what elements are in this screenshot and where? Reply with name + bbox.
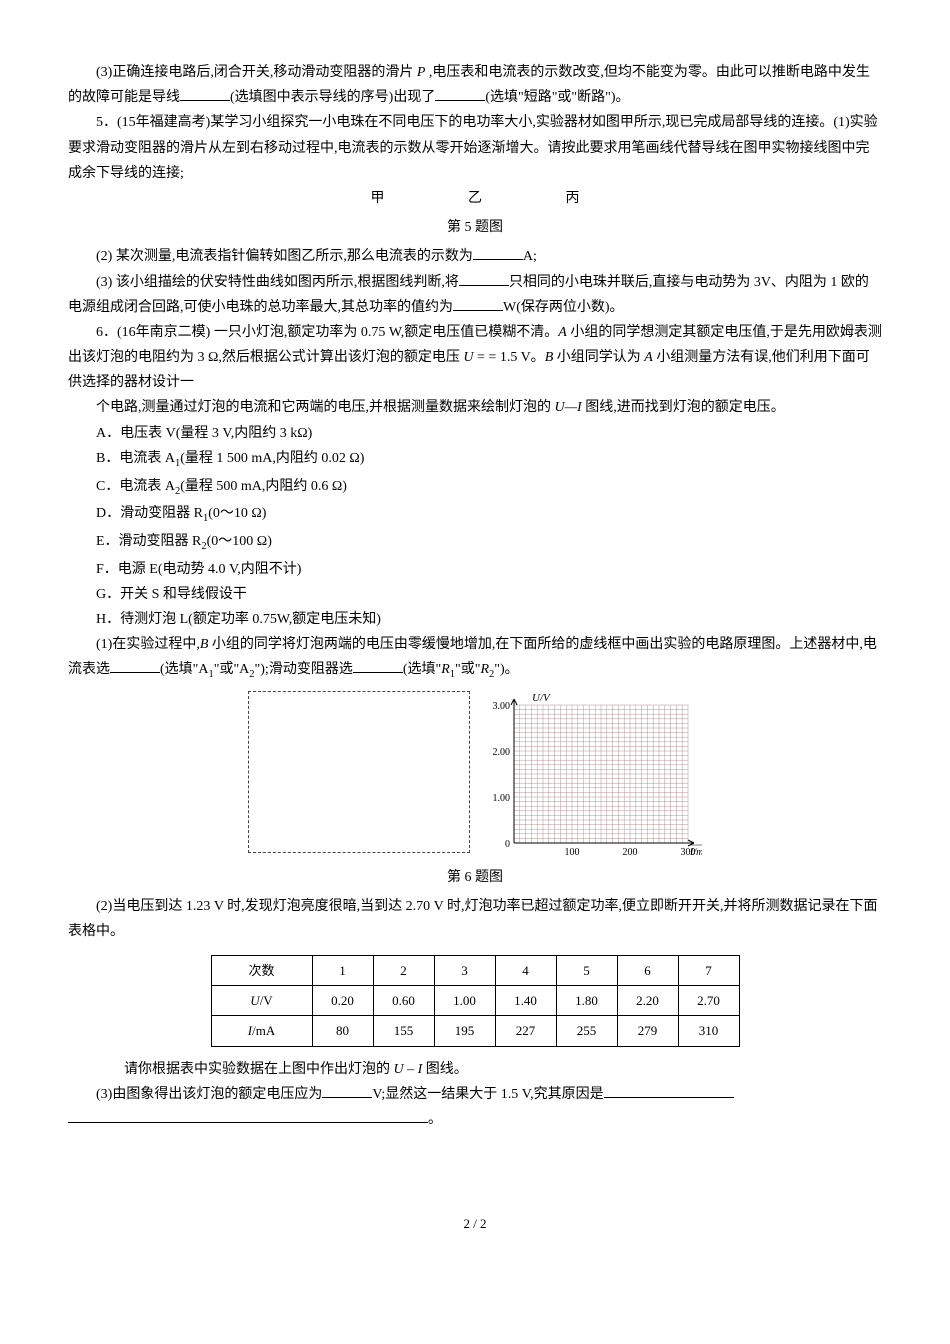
q5-p2: (2) 某次测量,电流表指针偏转如图乙所示,那么电流表的示数为 A; [68, 244, 882, 269]
svg-text:3.00: 3.00 [493, 701, 511, 712]
opt-g: G．开关 S 和导线假设干 [68, 582, 882, 607]
th-u: U/V [211, 985, 312, 1015]
var-a1: A [558, 325, 567, 340]
var-b1: B [545, 350, 554, 365]
q6-p2-a: (2)当电压到达 1.23 V 时,发现灯泡亮度很暗,当到达 2.70 V 时,… [68, 894, 882, 944]
q6-p2-b: 请你根据表中实验数据在上图中作出灯泡的 U – I 图线。 [68, 1057, 882, 1082]
opt-f: F．电源 E(电动势 4.0 V,内阻不计) [68, 557, 882, 582]
q5-p3: (3) 该小组描绘的伏安特性曲线如图丙所示,根据图线判断,将只相同的小电珠并联后… [68, 270, 882, 320]
th-count: 次数 [211, 955, 312, 985]
opt-h: H．待测灯泡 L(额定功率 0.75W,额定电压未知) [68, 607, 882, 632]
q6-heading-d: 小组同学认为 [553, 350, 644, 365]
q5-p3-c: W(保存两位小数)。 [503, 300, 624, 315]
blank-reason-2 [68, 1108, 428, 1123]
q6-line2-b: 图线,进而找到灯泡的额定电压。 [582, 400, 785, 415]
th-i: I/mA [211, 1016, 312, 1046]
svg-text:I/mA: I/mA [689, 847, 702, 858]
svg-text:2.00: 2.00 [493, 747, 511, 758]
opt-c: C．电流表 A2(量程 500 mA,内阻约 0.6 Ω) [68, 474, 882, 502]
label-yi: 乙 [468, 191, 482, 206]
q6-p3: (3)由图象得出该灯泡的额定电压应为V;显然这一结果大于 1.5 V,究其原因是 [68, 1082, 882, 1107]
blank-fault-type [435, 86, 485, 101]
data-table: 次数 1 2 3 4 5 6 7 U/V 0.20 0.60 1.00 1.40… [211, 955, 740, 1047]
svg-text:200: 200 [623, 847, 638, 858]
table-row-u: U/V 0.20 0.60 1.00 1.40 1.80 2.20 2.70 [211, 985, 739, 1015]
opt-a: A．电压表 V(量程 3 V,内阻约 3 kΩ) [68, 421, 882, 446]
q6-figure-row: 3.002.001.000100200300U/VI/mA [68, 691, 882, 861]
q5-p2-unit: A; [523, 249, 537, 264]
circuit-draw-box [248, 691, 470, 853]
blank-ammeter-choice [110, 658, 160, 673]
svg-text:100: 100 [565, 847, 580, 858]
q6-line2-a: 个电路,测量通过灯泡的电流和它两端的电压,并根据测量数据来绘制灯泡的 [96, 400, 555, 415]
blank-rated-voltage [322, 1083, 372, 1098]
q3-text-a: (3)正确连接电路后,闭合开关,移动滑动变阻器的滑片 [96, 65, 413, 80]
svg-text:1.00: 1.00 [493, 793, 511, 804]
var-a2: A [644, 350, 653, 365]
q6-p3-line2: 。 [68, 1107, 882, 1132]
q6-caption: 第 6 题图 [68, 865, 882, 890]
var-p: P [417, 65, 426, 80]
q3-para: (3)正确连接电路后,闭合开关,移动滑动变阻器的滑片 P ,电压表和电流表的示数… [68, 60, 882, 110]
ui-chart: 3.002.001.000100200300U/VI/mA [482, 691, 702, 861]
label-bing: 丙 [566, 191, 580, 206]
opt-e: E．滑动变阻器 R2(0～100 Ω) [68, 529, 882, 557]
blank-reason-1 [604, 1083, 734, 1098]
opt-d: D．滑动变阻器 R1(0～10 Ω) [68, 501, 882, 529]
q6-heading-c: = = 1.5 V。 [474, 350, 545, 365]
q3-fill-note2: (选填"短路"或"断路")。 [485, 90, 629, 105]
svg-text:U/V: U/V [532, 692, 551, 704]
label-jia: 甲 [371, 191, 385, 206]
svg-text:0: 0 [505, 839, 510, 850]
opt-b: B．电流表 A1(量程 1 500 mA,内阻约 0.02 Ω) [68, 446, 882, 474]
q6-line2: 个电路,测量通过灯泡的电流和它两端的电压,并根据测量数据来绘制灯泡的 U—I 图… [68, 395, 882, 420]
q5-p2-a: (2) 某次测量,电流表指针偏转如图乙所示,那么电流表的示数为 [96, 249, 473, 264]
q6-p1: (1)在实验过程中,B 小组的同学将灯泡两端的电压由零缓慢地增加,在下面所给的虚… [68, 632, 882, 685]
q6-heading-a: 6．(16年南京二模) 一只小灯泡,额定功率为 0.75 W,额定电压值已模糊不… [96, 325, 558, 340]
blank-rheostat-choice [353, 658, 403, 673]
page-footer: 2 / 2 [68, 1212, 882, 1235]
var-u: U [463, 350, 473, 365]
blank-power-value [453, 296, 503, 311]
q5-heading: 5．(15年福建高考)某学习小组探究一小电珠在不同电压下的电功率大小,实验器材如… [68, 110, 882, 186]
blank-wire-num [180, 86, 230, 101]
q3-fill-note1: (选填图中表示导线的序号)出现了 [230, 90, 435, 105]
blank-ammeter-reading [473, 245, 523, 260]
blank-bulb-count [459, 271, 509, 286]
var-ui: U—I [555, 400, 582, 415]
q6-heading: 6．(16年南京二模) 一只小灯泡,额定功率为 0.75 W,额定电压值已模糊不… [68, 320, 882, 396]
q5-caption: 第 5 题图 [68, 215, 882, 240]
q5-p3-a: (3) 该小组描绘的伏安特性曲线如图丙所示,根据图线判断,将 [96, 275, 459, 290]
table-row-i: I/mA 80 155 195 227 255 279 310 [211, 1016, 739, 1046]
table-row-count: 次数 1 2 3 4 5 6 7 [211, 955, 739, 985]
q5-figure-labels: 甲 乙 丙 [68, 186, 882, 211]
